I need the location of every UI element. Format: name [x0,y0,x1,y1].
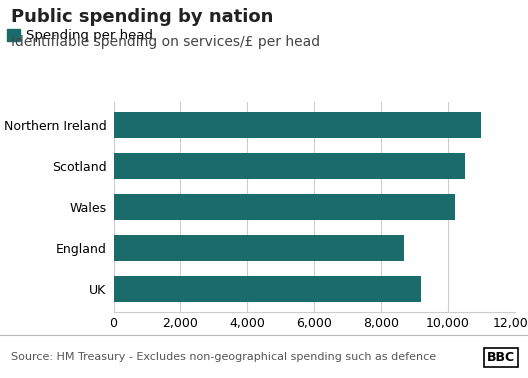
Text: BBC: BBC [487,351,515,364]
Text: Identifiable spending on services/£ per head: Identifiable spending on services/£ per … [11,35,319,49]
Bar [114,194,455,220]
Bar [114,276,421,302]
Bar [114,235,404,261]
Bar [114,112,482,138]
Bar [114,153,465,179]
Text: Source: HM Treasury - Excludes non-geographical spending such as defence: Source: HM Treasury - Excludes non-geogr… [11,352,436,362]
Text: Public spending by nation: Public spending by nation [11,8,273,26]
Legend: Spending per head: Spending per head [6,29,154,42]
